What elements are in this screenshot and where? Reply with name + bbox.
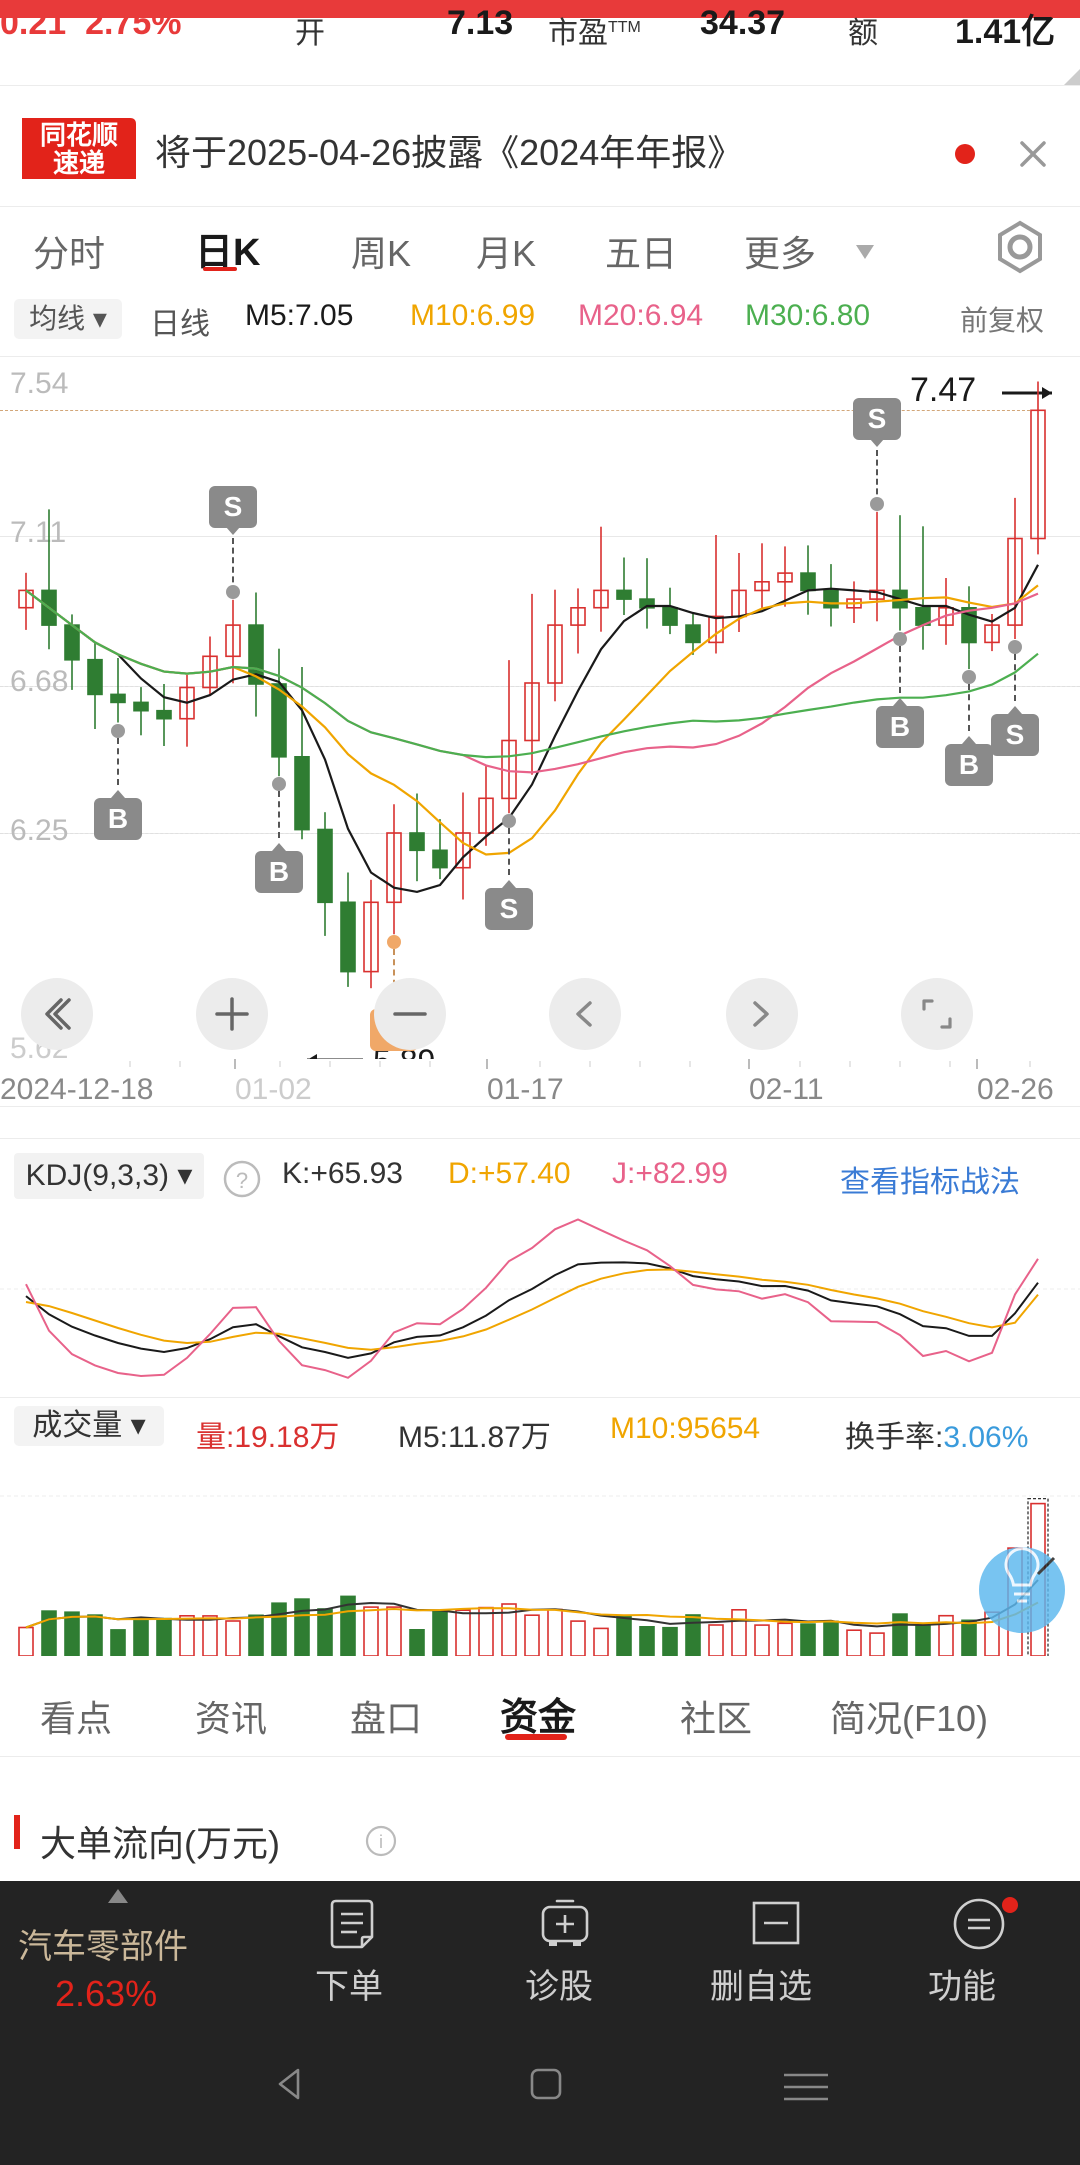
svg-text:?: ?	[236, 1168, 248, 1193]
svg-text:i: i	[379, 1832, 383, 1852]
svg-text:速递: 速递	[53, 148, 105, 178]
svg-text:同花顺: 同花顺	[40, 120, 118, 150]
